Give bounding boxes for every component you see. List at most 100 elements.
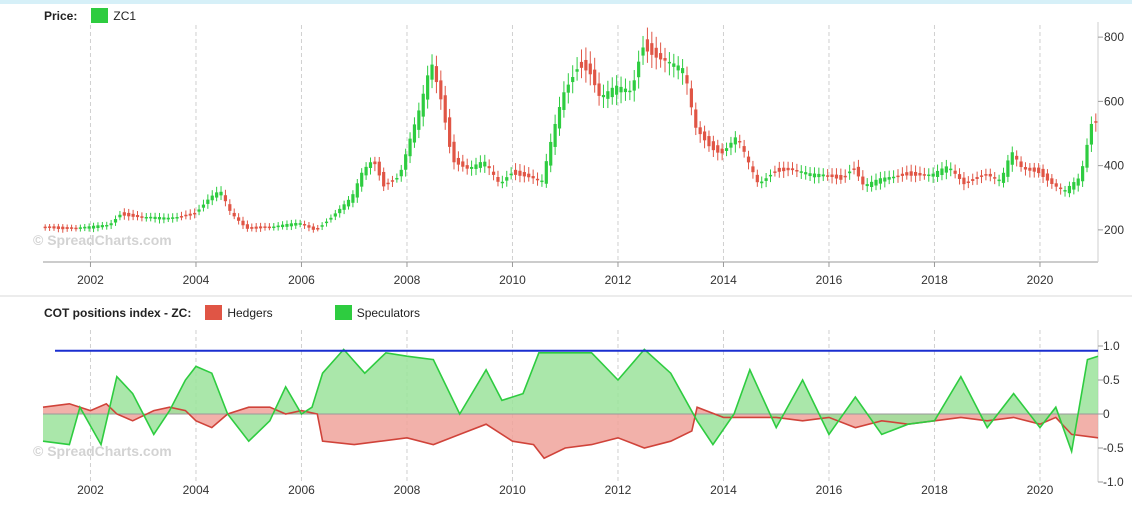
candle-body — [957, 174, 962, 180]
zc1-swatch[interactable] — [91, 8, 109, 23]
candle-body — [953, 170, 957, 174]
candle-body — [469, 166, 474, 169]
candle-body — [131, 213, 135, 217]
candle-body — [746, 156, 751, 163]
candle-body — [47, 226, 52, 228]
candle-body — [1094, 121, 1098, 123]
candle-body — [544, 161, 548, 184]
candle-body — [931, 173, 935, 177]
candle-body — [843, 175, 847, 178]
candle-body — [764, 178, 768, 181]
candle-body — [188, 213, 192, 216]
candle-body — [593, 69, 597, 86]
candle-body — [254, 226, 258, 229]
price-x-tick-label: 2008 — [394, 273, 421, 287]
candle-body — [399, 169, 403, 177]
cot-legend: COT positions index - ZC: Hedgers Specul… — [44, 305, 420, 320]
cot-x-tick-label: 2016 — [816, 483, 843, 497]
speculators-label[interactable]: Speculators — [356, 305, 421, 320]
price-x-tick-label: 2018 — [921, 273, 948, 287]
candle-body — [223, 195, 228, 202]
candle-body — [557, 107, 562, 129]
candle-body — [377, 161, 381, 176]
candle-body — [237, 217, 241, 221]
candle-body — [487, 166, 491, 169]
price-x-tick-label: 2006 — [288, 273, 315, 287]
price-y-tick-label: 200 — [1104, 223, 1124, 237]
price-x-tick-label: 2014 — [710, 273, 737, 287]
candle-body — [702, 131, 707, 141]
cot-y-tick-label: 1.0 — [1103, 339, 1120, 353]
candle-body — [443, 95, 447, 123]
candle-body — [949, 168, 953, 171]
candle-body — [496, 177, 500, 182]
candle-body — [311, 226, 315, 230]
candle-body — [711, 141, 715, 151]
price-y-tick-label: 600 — [1104, 94, 1124, 108]
candle-body — [878, 178, 883, 184]
candle-body — [637, 61, 641, 78]
candle-body — [417, 110, 421, 130]
candle-body — [373, 161, 377, 165]
candle-body — [193, 212, 197, 215]
candle-body — [122, 212, 126, 216]
candle-body — [316, 227, 320, 230]
candle-body — [1019, 161, 1023, 168]
candle-body — [105, 224, 109, 227]
candle-body — [228, 204, 232, 211]
candle-body — [56, 226, 60, 229]
candle-body — [197, 209, 201, 212]
candle-body — [324, 221, 329, 224]
candle-body — [962, 177, 966, 185]
candle-body — [571, 77, 575, 83]
candle-body — [439, 80, 443, 100]
cot-x-tick-label: 2010 — [499, 483, 526, 497]
candle-body — [83, 226, 87, 229]
candle-body — [610, 87, 614, 98]
price-candles — [43, 27, 1098, 233]
cot-x-tick-label: 2020 — [1027, 483, 1054, 497]
hedgers-swatch[interactable] — [205, 305, 223, 320]
candle-body — [1006, 160, 1010, 177]
candle-body — [294, 222, 298, 226]
candle-body — [267, 226, 271, 229]
candle-body — [518, 170, 522, 176]
candle-body — [531, 176, 535, 179]
candle-body — [694, 109, 698, 128]
candle-body — [448, 117, 452, 147]
candle-body — [549, 141, 553, 166]
candle-body — [579, 61, 584, 68]
cot-title: COT positions index - ZC: — [44, 305, 192, 320]
watermark: © SpreadCharts.com — [33, 443, 172, 459]
candle-body — [360, 172, 364, 187]
candle-body — [597, 83, 601, 96]
candle-body — [724, 148, 729, 151]
candle-body — [733, 137, 737, 145]
candle-body — [276, 225, 280, 228]
candle-body — [848, 171, 852, 174]
candle-body — [874, 179, 878, 186]
candle-body — [535, 178, 540, 181]
hedgers-label[interactable]: Hedgers — [227, 305, 273, 320]
candle-body — [944, 166, 948, 173]
candle-body — [364, 166, 368, 176]
candle-body — [826, 175, 830, 177]
candle-body — [905, 172, 909, 176]
candle-body — [1054, 183, 1058, 187]
candle-body — [285, 223, 289, 227]
candle-body — [680, 68, 685, 74]
speculators-swatch[interactable] — [334, 305, 352, 320]
candle-body — [171, 217, 175, 219]
candle-body — [65, 227, 69, 229]
candle-body — [659, 53, 663, 60]
candle-body — [118, 214, 122, 218]
candle-body — [96, 225, 100, 228]
candle-body — [645, 39, 650, 52]
top-accent-bar — [0, 0, 1132, 4]
candle-body — [839, 175, 843, 180]
candle-body — [346, 199, 351, 207]
zc1-label[interactable]: ZC1 — [113, 8, 137, 23]
candle-body — [795, 170, 799, 172]
candle-body — [452, 141, 456, 163]
